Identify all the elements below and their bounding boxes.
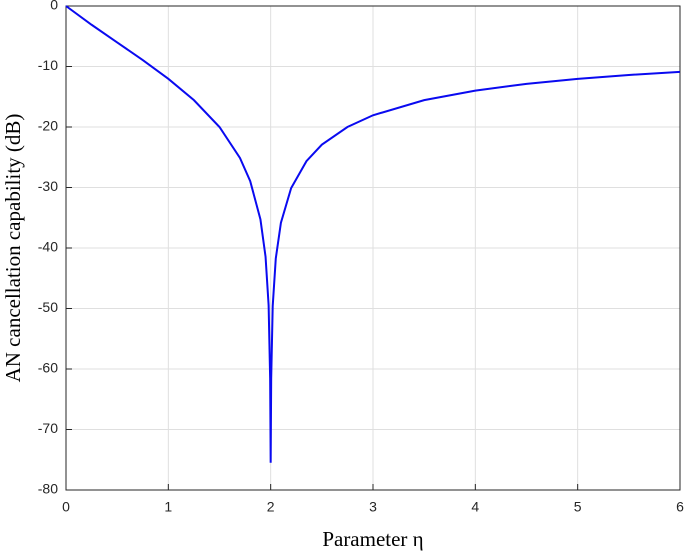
x-tick-label: 4	[471, 499, 479, 515]
y-tick-label: 0	[50, 0, 58, 13]
y-tick-label: -70	[38, 420, 58, 436]
y-tick-label: -40	[38, 239, 58, 255]
y-tick-label: -10	[38, 57, 58, 73]
plot-frame	[65, 5, 681, 491]
x-tick-label: 3	[369, 499, 377, 515]
y-tick-label: -80	[38, 481, 58, 497]
x-tick-label: 6	[676, 499, 684, 515]
x-tick-label: 2	[267, 499, 275, 515]
line-series	[65, 5, 681, 463]
x-tick-label: 0	[62, 499, 70, 515]
x-tick-label: 5	[574, 499, 582, 515]
x-axis-label: Parameter η	[322, 527, 423, 551]
y-tick-label: -30	[38, 178, 58, 194]
y-tick-label: -50	[38, 299, 58, 315]
x-tick-label: 1	[164, 499, 172, 515]
y-tick-label: -20	[38, 118, 58, 134]
y-axis-label: AN cancellation capability (dB)	[1, 114, 25, 383]
y-tick-label: -60	[38, 360, 58, 376]
